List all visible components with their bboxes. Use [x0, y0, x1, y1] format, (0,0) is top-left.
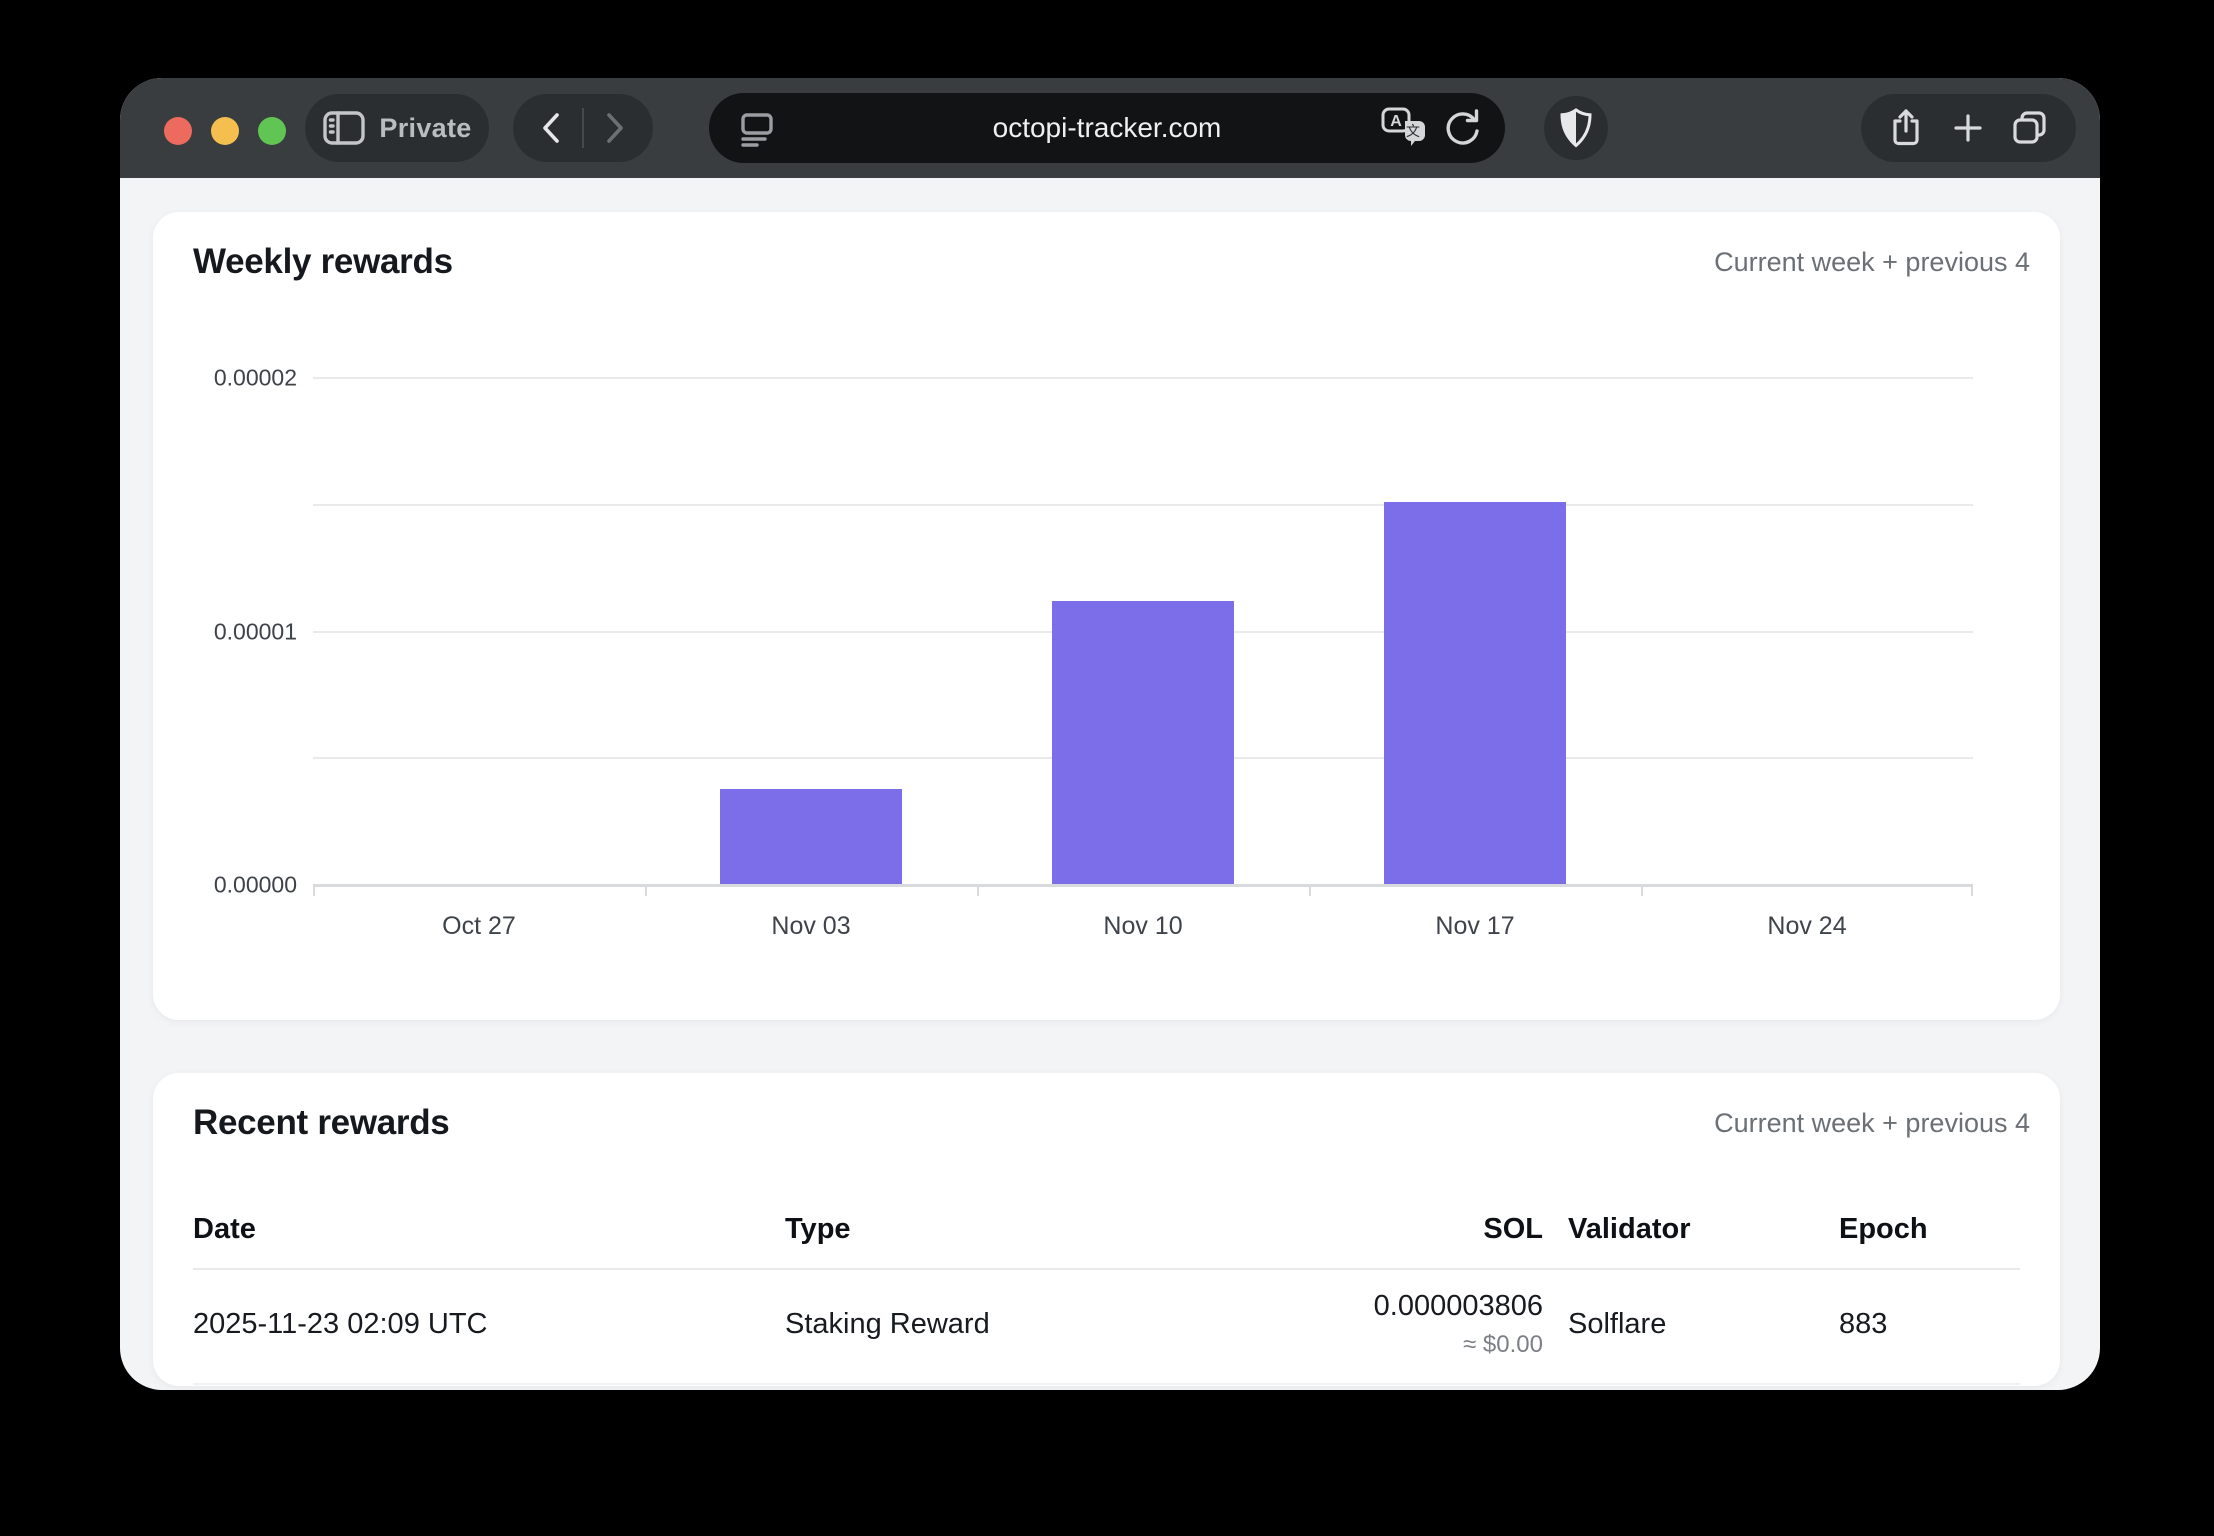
y-axis-label: 0.00001 [213, 618, 297, 644]
cell-sol: 0.000003806 ≈ $0.00 [1193, 1290, 1543, 1359]
forward-button[interactable] [584, 94, 646, 162]
url-text: octopi-tracker.com [992, 112, 1222, 143]
reader-icon[interactable] [735, 107, 779, 151]
back-icon [543, 113, 559, 143]
bar-nov-03 [720, 788, 902, 884]
privacy-shield-icon [1560, 108, 1592, 148]
browser-window: Private octopi [120, 78, 2100, 1390]
x-axis-tick [1309, 885, 1311, 896]
tab-overview-icon [2013, 111, 2046, 144]
bar-nov-17 [1384, 502, 1566, 884]
privacy-shield-button[interactable] [1544, 96, 1608, 160]
rewards-table: Date Type SOL Validator Epoch 2025-11-23… [193, 1213, 2020, 1385]
forward-icon [607, 113, 623, 143]
share-icon [1893, 109, 1919, 146]
weekly-rewards-card: Weekly rewards Current week + previous 4… [153, 212, 2060, 1020]
gridline [313, 503, 1973, 506]
x-axis-tick [977, 885, 979, 896]
x-axis-tick [1641, 885, 1643, 896]
header-epoch: Epoch [1839, 1213, 1928, 1245]
x-axis-label: Oct 27 [442, 912, 516, 940]
tab-overview-button[interactable] [2010, 108, 2050, 148]
page-content: Weekly rewards Current week + previous 4… [120, 178, 2100, 1390]
header-type: Type [785, 1213, 851, 1245]
toolbar-right-group [1861, 94, 2076, 162]
new-tab-icon [1953, 114, 1982, 142]
address-bar[interactable]: octopi-tracker.com A 文 [709, 93, 1505, 163]
sol-amount: 0.000003806 [1373, 1290, 1543, 1322]
x-axis-label: Nov 10 [1103, 912, 1183, 940]
x-axis-line [313, 884, 1973, 887]
gridline [313, 377, 1973, 379]
x-axis-tick [1971, 885, 1973, 896]
recent-rewards-card: Recent rewards Current week + previous 4… [153, 1073, 2060, 1386]
weekly-rewards-title: Weekly rewards [193, 242, 453, 281]
x-axis-tick [313, 885, 315, 896]
reload-icon[interactable] [1443, 107, 1483, 149]
weekly-rewards-range: Current week + previous 4 [1714, 246, 2030, 277]
cell-type: Staking Reward [785, 1308, 990, 1340]
bar-nov-10 [1052, 601, 1234, 884]
private-label: Private [379, 112, 472, 143]
browser-toolbar: Private octopi [120, 78, 2100, 178]
header-validator: Validator [1568, 1213, 1691, 1245]
new-tab-button[interactable] [1950, 110, 1986, 146]
header-sol: SOL [1483, 1213, 1543, 1245]
translate-icon[interactable]: A 文 [1381, 107, 1427, 149]
sidebar-icon [322, 110, 366, 146]
table-row: 2025-11-23 02:09 UTC Staking Reward 0.00… [193, 1270, 2020, 1385]
y-axis-label: 0.00000 [213, 871, 297, 898]
x-axis-label: Nov 17 [1435, 912, 1515, 940]
svg-text:文: 文 [1406, 124, 1420, 140]
nav-divider [582, 108, 584, 148]
cell-validator: Solflare [1568, 1308, 1667, 1340]
minimize-window-button[interactable] [211, 117, 239, 145]
recent-rewards-range: Current week + previous 4 [1714, 1107, 2030, 1138]
rewards-table-header: Date Type SOL Validator Epoch [193, 1213, 2020, 1270]
share-button[interactable] [1887, 107, 1925, 149]
back-button[interactable] [520, 94, 582, 162]
private-browsing-badge[interactable]: Private [305, 94, 489, 162]
x-axis-tick [645, 885, 647, 896]
y-axis-label: 0.00002 [213, 364, 297, 391]
weekly-rewards-chart: 0.00000 0.00001 0.00002 Oct 27 Nov 03 Nov 10 N… [214, 365, 1973, 940]
x-axis-label: Nov 03 [771, 912, 851, 940]
zoom-window-button[interactable] [258, 117, 286, 145]
header-date: Date [193, 1213, 256, 1245]
recent-rewards-title: Recent rewards [193, 1103, 450, 1142]
nav-buttons [513, 94, 653, 162]
cell-epoch: 883 [1839, 1308, 1888, 1340]
cell-date: 2025-11-23 02:09 UTC [193, 1308, 488, 1340]
x-axis-label: Nov 24 [1767, 912, 1847, 940]
svg-text:A: A [1390, 113, 1402, 130]
close-window-button[interactable] [164, 117, 192, 145]
window-controls [164, 117, 286, 145]
sol-usd-estimate: ≈ $0.00 [1463, 1331, 1543, 1358]
